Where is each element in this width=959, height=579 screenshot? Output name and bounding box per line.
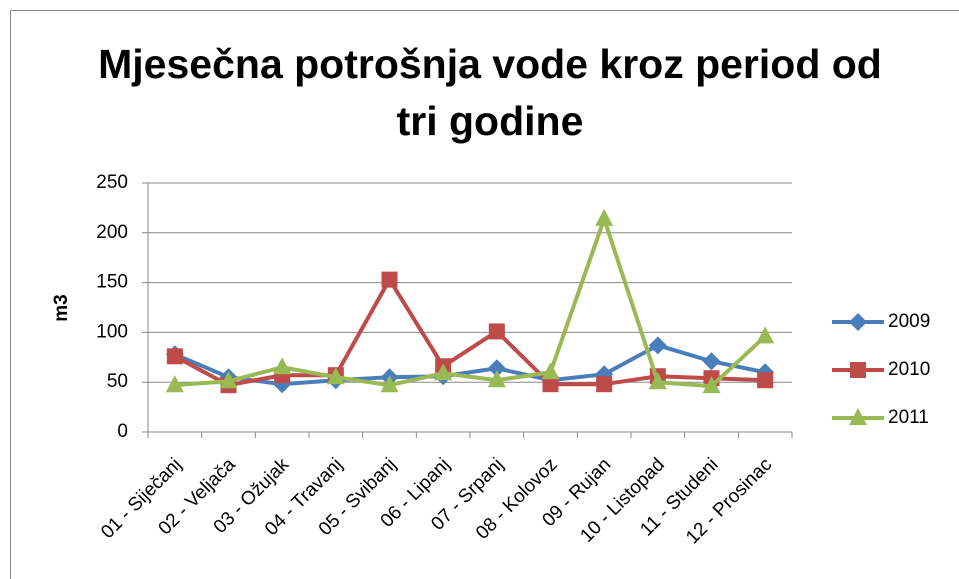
data-point [596,376,613,393]
data-point [648,336,667,355]
data-point [273,357,292,375]
chart-title: Mjesečna potrošnja vode kroz period od t… [98,41,882,144]
data-point [648,372,667,390]
y-tick-label: 150 [96,272,128,293]
series-line [174,343,766,387]
legend-marker [849,408,867,425]
data-point [488,323,505,340]
data-point [541,362,560,380]
legend-label: 2009 [888,311,930,332]
data-point [326,367,345,385]
data-point [165,375,184,393]
legend-label: 2010 [888,359,930,380]
y-tick-label: 100 [96,321,128,342]
data-point [757,372,774,389]
data-point [219,371,238,389]
chart-border [10,10,959,579]
data-point [542,376,559,393]
y-tick-label: 200 [96,222,128,243]
data-point [434,363,453,381]
data-point [381,271,398,288]
legend-marker [849,313,867,331]
series-line [174,216,767,389]
y-tick-label: 50 [107,371,128,392]
data-point [702,352,721,371]
data-point [487,359,506,378]
data-point [756,326,775,344]
y-tick-label: 0 [117,421,128,442]
data-point [166,348,183,365]
y-tick-label: 250 [96,172,128,193]
legend-marker [850,362,866,378]
series-line [173,277,766,388]
y-axis-label: m3 [51,294,72,321]
legend-label: 2011 [888,407,929,428]
data-point [702,376,721,394]
data-point [595,208,614,226]
data-point [380,375,399,393]
data-point [487,370,506,388]
